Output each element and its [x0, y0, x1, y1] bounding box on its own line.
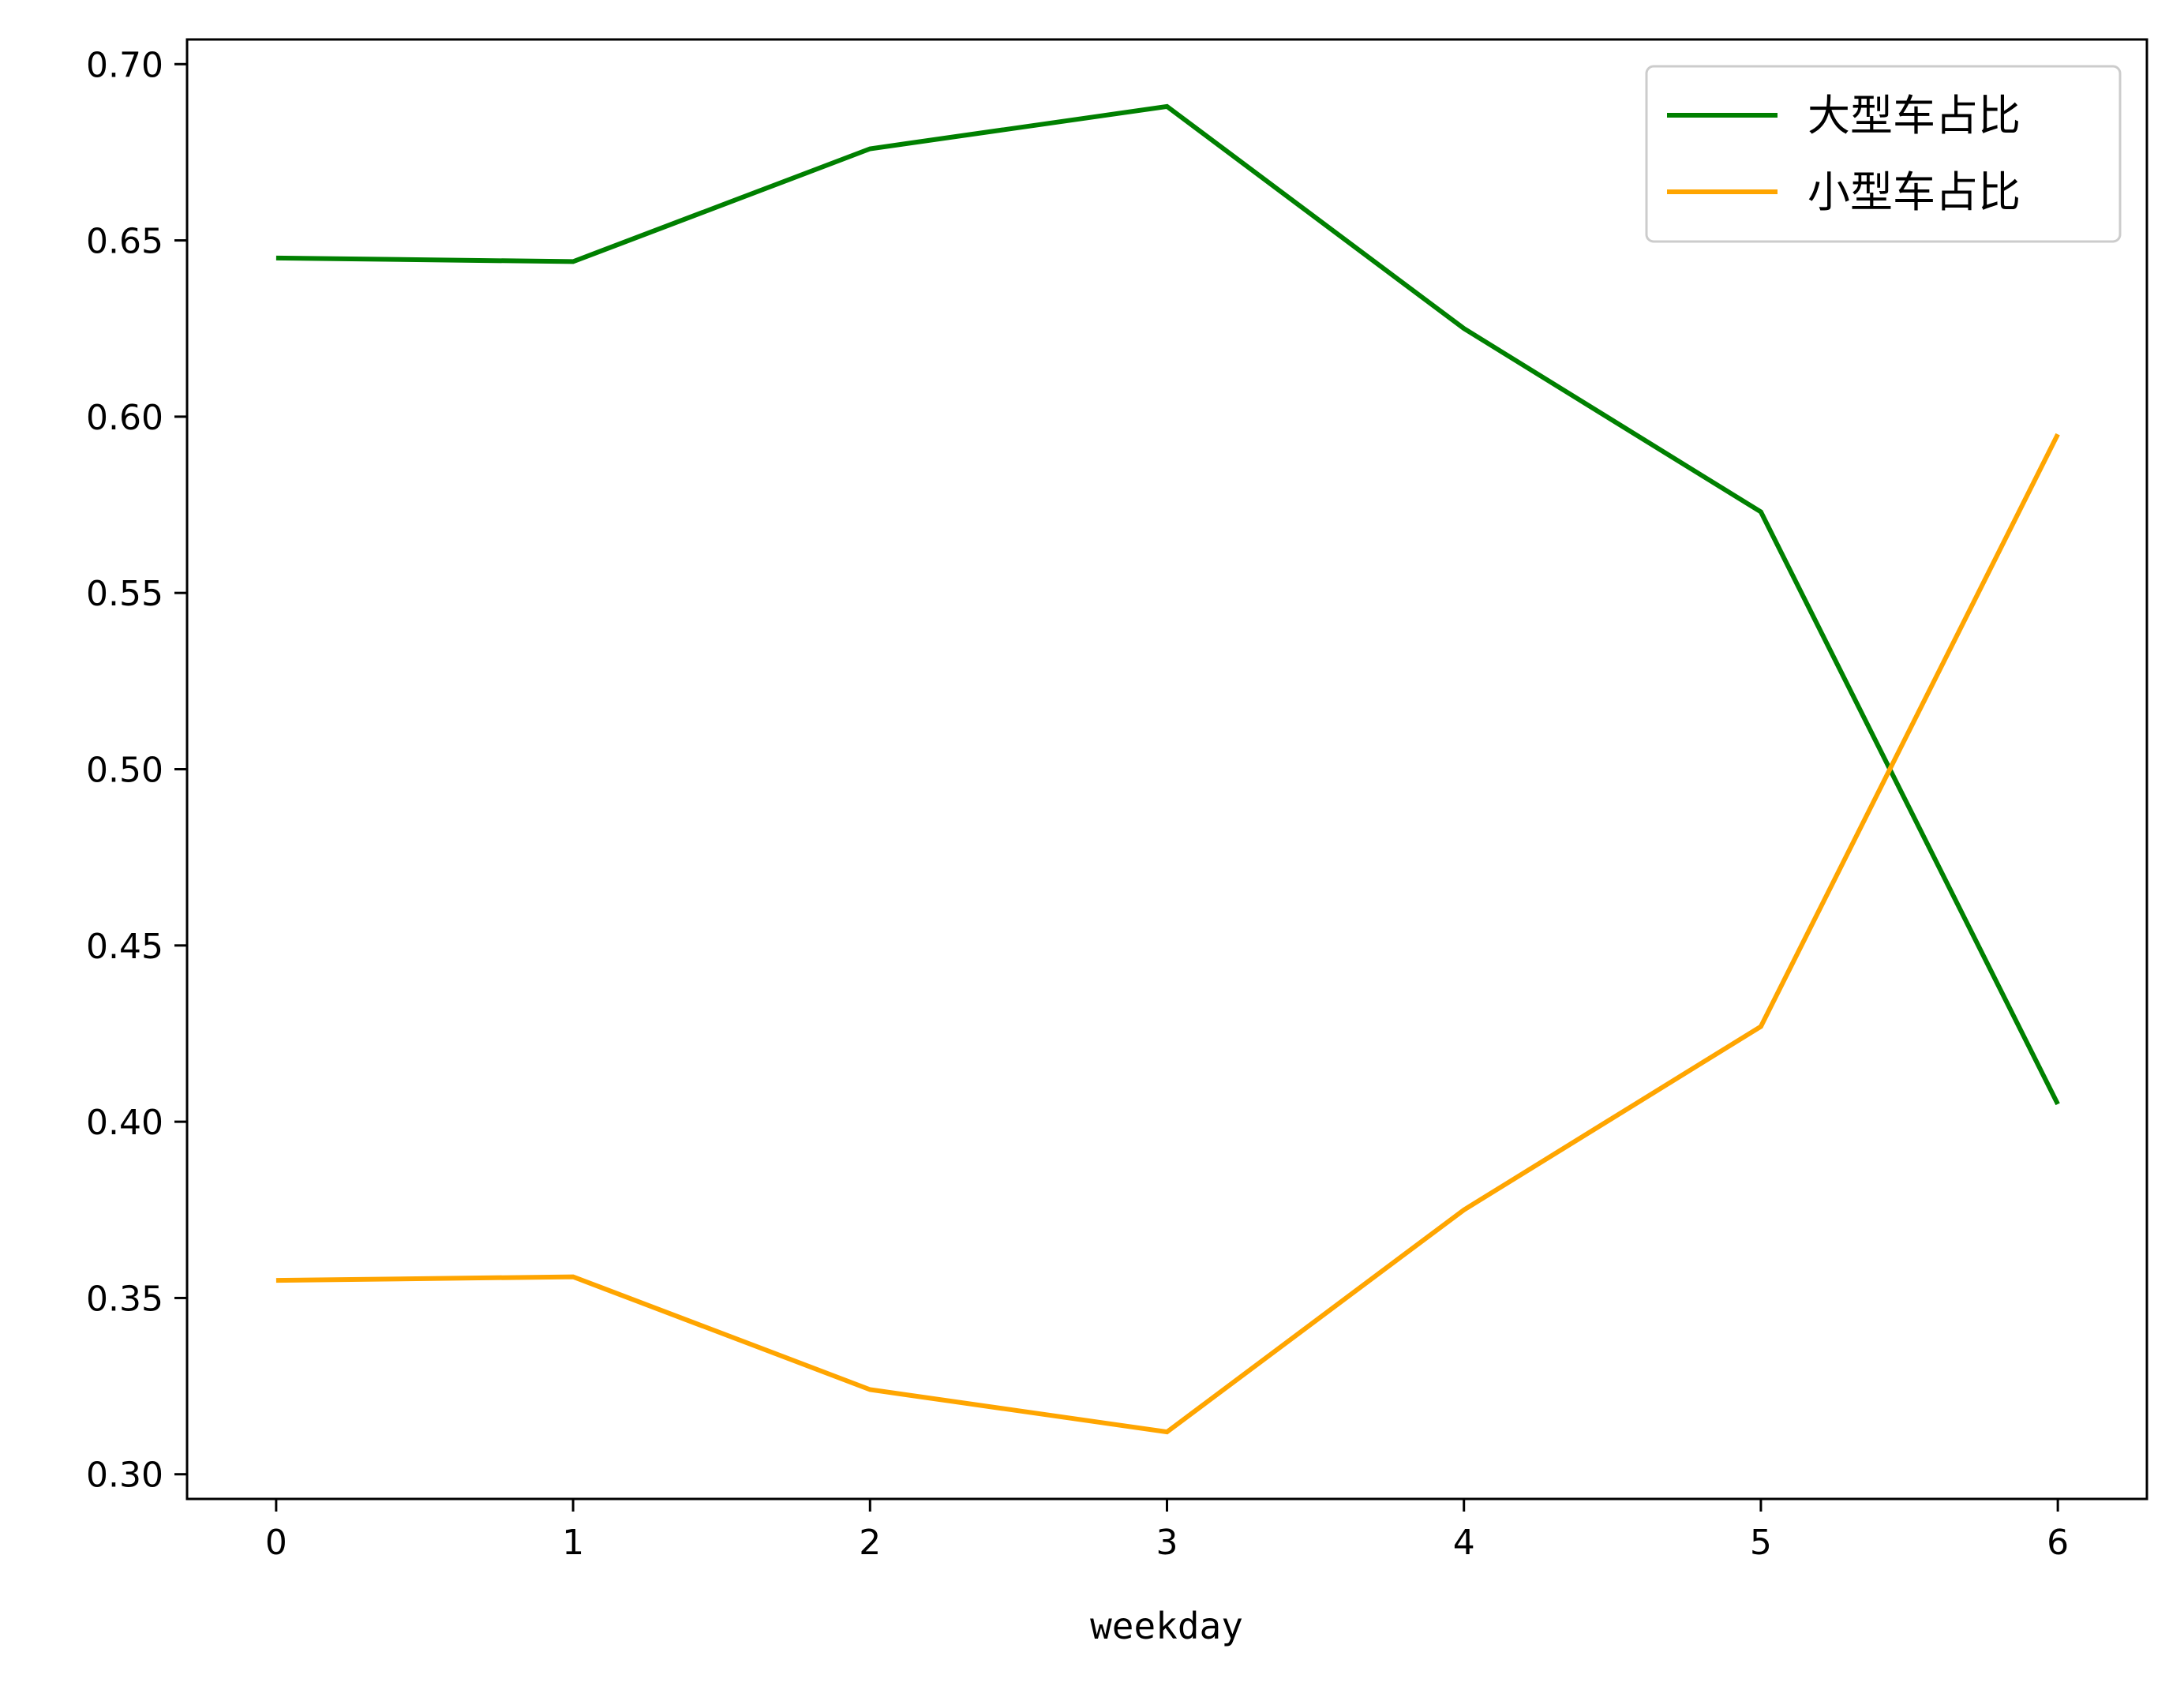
- x-tick-label: 6: [2047, 1523, 2069, 1563]
- series-line-0: [275, 103, 2060, 1106]
- x-axis-label: weekday: [1090, 1605, 1243, 1647]
- y-tick-label: 0.65: [86, 222, 163, 262]
- series-layer: [275, 103, 2060, 1435]
- x-tick-label: 2: [859, 1523, 881, 1563]
- y-tick-label: 0.55: [86, 574, 163, 614]
- y-tick-label: 0.50: [86, 751, 163, 791]
- y-tick-label: 0.40: [86, 1103, 163, 1143]
- series-line-1: [275, 433, 2060, 1435]
- x-tick-label: 4: [1453, 1523, 1475, 1563]
- legend-box: [1645, 65, 2122, 243]
- y-tick-label: 0.30: [86, 1456, 163, 1496]
- y-tick-label: 0.45: [86, 927, 163, 967]
- y-axis: 0.30 0.35 0.40 0.45 0.50 0.55 0.60 0.65 0.70: [86, 45, 187, 1496]
- x-tick-label: 5: [1750, 1523, 1772, 1563]
- y-tick-label: 0.35: [86, 1279, 163, 1319]
- legend-entry-label: 小型车占比: [1808, 167, 2021, 217]
- y-tick-label: 0.60: [86, 398, 163, 438]
- legend-entry-label: 大型车占比: [1808, 91, 2021, 140]
- x-tick-label: 0: [265, 1523, 287, 1563]
- x-tick-label: 3: [1156, 1523, 1178, 1563]
- x-axis: 0 1 2 3 4 5 6: [265, 1499, 2069, 1563]
- y-tick-label: 0.70: [86, 45, 163, 85]
- x-tick-label: 1: [562, 1523, 584, 1563]
